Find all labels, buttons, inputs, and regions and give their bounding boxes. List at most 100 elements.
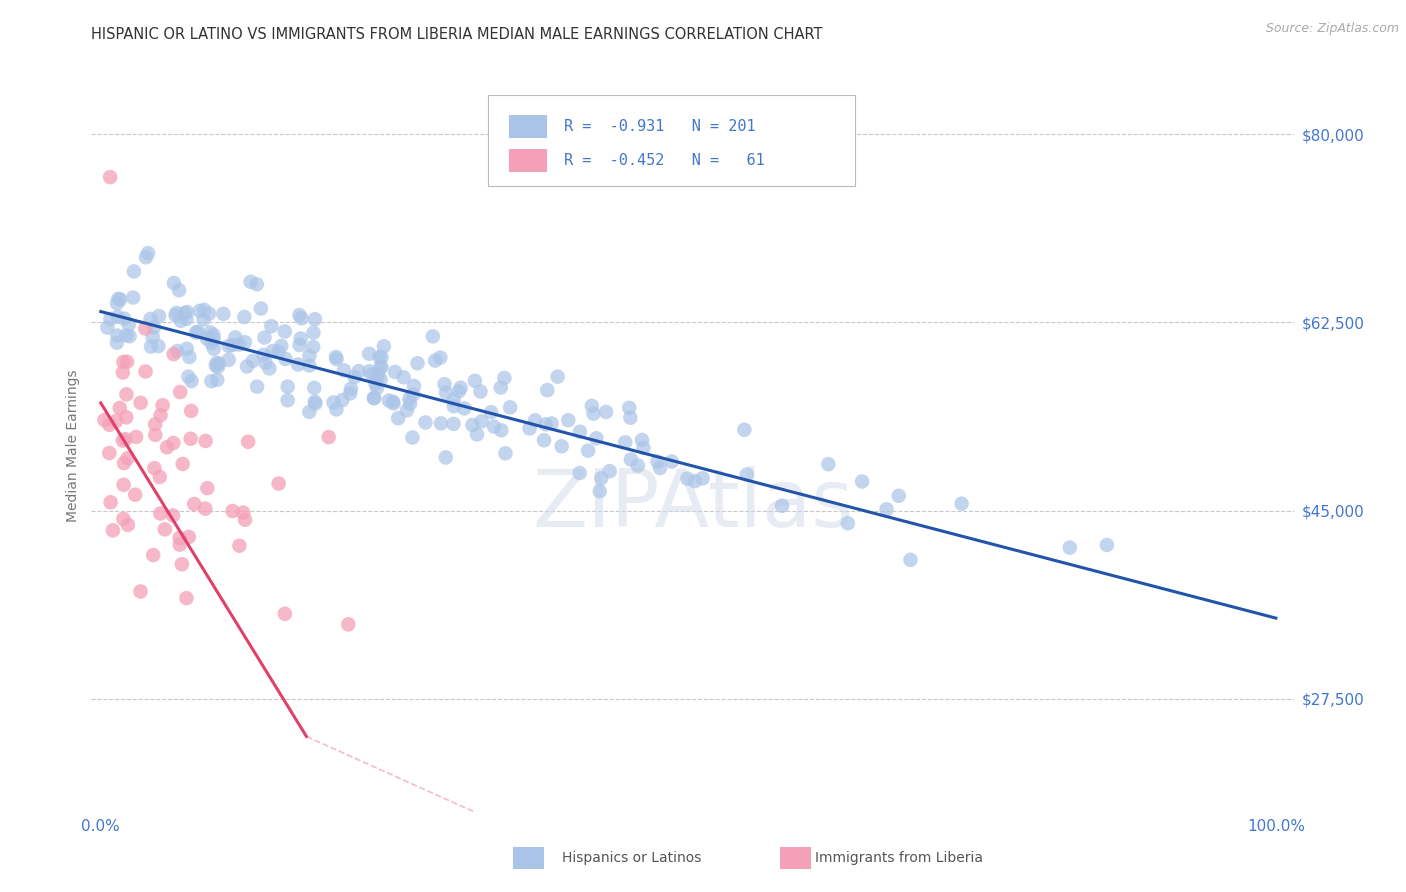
Point [180,374,202,388]
Point [233,513,256,527]
Point [415,416,437,430]
Point [568,425,591,439]
Point [330,393,353,408]
Point [387,411,409,425]
Point [402,379,425,393]
Point [188,303,211,318]
Point [93,413,115,427]
Point [202,342,225,356]
Point [367,367,389,381]
Point [156,440,179,454]
Point [139,312,162,326]
Point [325,402,347,417]
Point [115,355,138,369]
Point [381,394,404,409]
Point [361,367,384,381]
Point [105,414,128,428]
Point [180,432,202,446]
Point [366,381,388,395]
Point [373,339,395,353]
Point [464,374,486,388]
Point [288,308,311,322]
Point [163,347,186,361]
Point [112,512,135,526]
Point [274,607,297,621]
Point [277,393,299,408]
Point [581,399,603,413]
Point [557,413,579,427]
FancyBboxPatch shape [509,115,547,138]
Point [288,338,311,352]
Point [359,364,381,378]
Point [122,264,145,278]
Point [482,419,505,434]
Point [221,338,243,352]
Point [233,310,256,324]
Point [149,409,172,423]
Point [339,386,361,401]
Point [143,461,166,475]
Point [359,347,381,361]
Point [100,311,122,326]
Point [337,617,360,632]
Point [108,293,131,307]
Point [298,349,321,363]
Point [239,275,262,289]
Point [363,391,385,405]
Point [550,439,572,453]
Point [302,340,325,354]
Point [287,358,309,372]
Point [124,488,146,502]
Point [177,530,200,544]
Point [118,329,141,343]
Point [149,507,172,521]
Point [98,417,121,432]
Point [450,381,472,395]
Point [735,467,758,482]
Point [105,335,128,350]
Point [533,434,555,448]
Point [194,501,217,516]
Point [322,395,344,409]
Point [817,457,839,471]
Point [399,396,422,410]
Point [115,328,138,343]
Point [172,457,194,471]
FancyBboxPatch shape [509,149,547,172]
Point [233,335,256,350]
Point [267,476,290,491]
Point [614,435,637,450]
Point [162,436,184,450]
Point [193,302,215,317]
Point [117,451,139,466]
Point [661,454,683,468]
Point [647,455,669,469]
Point [169,314,191,328]
Point [135,364,157,378]
Point [304,381,326,395]
Point [165,309,187,323]
Point [489,380,512,394]
Point [494,446,516,460]
Point [193,312,215,326]
Point [208,357,231,371]
Point [242,354,264,368]
Point [143,320,166,334]
Point [148,339,170,353]
Point [648,461,671,475]
Point [111,434,134,448]
Point [107,292,129,306]
Point [576,443,599,458]
Point [98,170,121,185]
Point [434,385,457,400]
Point [270,339,292,353]
Point [207,373,229,387]
Point [465,427,488,442]
Point [402,387,425,401]
Point [434,450,457,465]
Point [112,311,135,326]
Point [115,410,138,425]
Point [568,466,591,480]
Point [143,417,166,432]
Point [304,312,326,326]
